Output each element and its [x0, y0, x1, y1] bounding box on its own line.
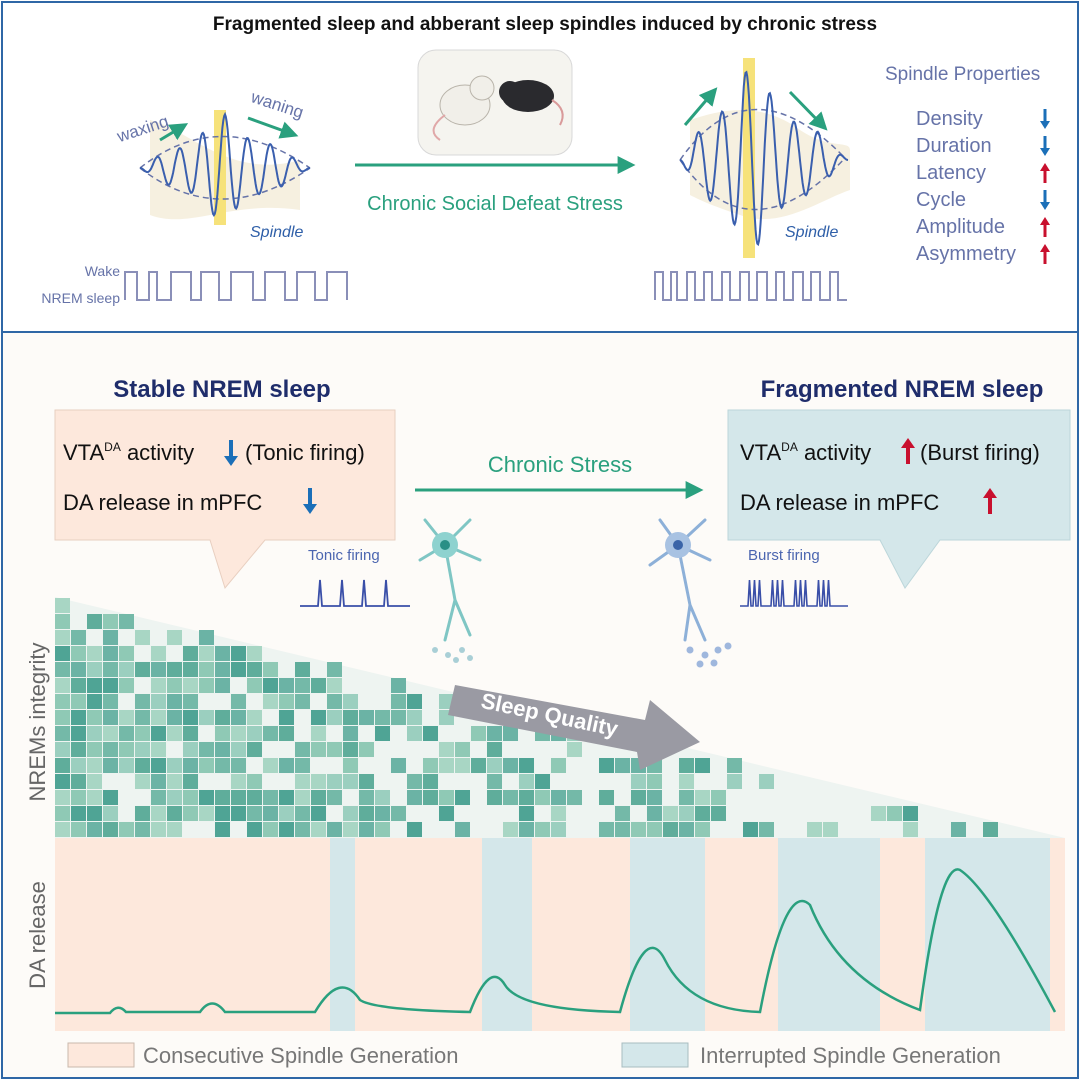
- tonic-firing-label: Tonic firing: [308, 547, 380, 564]
- black-mouse-tail: [551, 99, 564, 126]
- chronic-stress-label: Chronic Stress: [488, 452, 632, 477]
- black-mouse-head: [499, 81, 521, 103]
- stable-title: Stable NREM sleep: [113, 376, 330, 403]
- spindle-upper-envelope: [139, 135, 311, 169]
- legend-interrupted-swatch: [621, 1042, 689, 1068]
- stable-activity-down-arrow: [224, 440, 238, 466]
- frag-activity: activity: [798, 440, 871, 465]
- spindle-wave-right: [679, 70, 849, 247]
- hypnogram-fragmented: [654, 271, 847, 301]
- properties-title: Spindle Properties: [885, 64, 1040, 85]
- spindle-lower-envelope: [139, 167, 311, 200]
- stable-vta-sup: DA: [104, 440, 121, 454]
- csds-label: Chronic Social Defeat Stress: [367, 193, 623, 215]
- frag-vta-sup: DA: [781, 440, 798, 454]
- spindle-highlight-bar-right: [743, 58, 755, 258]
- stable-callout: [54, 409, 396, 590]
- waning-arrow-right: [788, 90, 828, 131]
- stable-vta: VTA: [63, 440, 104, 465]
- frag-line1: VTADA activity: [740, 440, 871, 465]
- spindle-label-right: Spindle: [785, 224, 838, 241]
- spindle-wave: [139, 111, 311, 218]
- legend-consecutive-label: Consecutive Spindle Generation: [143, 1043, 459, 1068]
- burst-firing-trace: [740, 579, 848, 607]
- stable-line2: DA release in mPFC: [63, 490, 262, 515]
- burst-firing-label: Burst firing: [748, 547, 820, 564]
- da-axis-label: DA release: [25, 881, 50, 989]
- frag-burst: (Burst firing): [920, 440, 1040, 465]
- wake-label: Wake: [85, 263, 120, 279]
- property-asymmetry-up-arrow: [1040, 244, 1050, 264]
- nrems-axis-label: NREMs integrity: [25, 643, 50, 802]
- property-duration-down-arrow: [1040, 136, 1050, 156]
- da-release-curve: [55, 868, 1057, 1015]
- properties-list: Density Duration Latency Cycle Amplitude Asym…: [916, 108, 1050, 265]
- neuron-tonic: [418, 518, 482, 663]
- tonic-firing-trace: [300, 579, 410, 607]
- frag-line2: DA release in mPFC: [740, 490, 939, 515]
- stable-da-down-arrow: [303, 488, 317, 514]
- hypnogram-normal: [124, 271, 348, 301]
- mice-illustration: [417, 49, 573, 156]
- property-cycle: Cycle: [916, 189, 966, 211]
- frag-vta: VTA: [740, 440, 781, 465]
- da-release-bands: [55, 838, 1065, 1031]
- stable-activity: activity: [121, 440, 194, 465]
- spindle-upper-envelope-right: [679, 108, 846, 161]
- legend-interrupted-label: Interrupted Spindle Generation: [700, 1043, 1001, 1068]
- nrem-label: NREM sleep: [41, 290, 120, 306]
- fragmented-title: Fragmented NREM sleep: [761, 376, 1044, 403]
- legend-consecutive-swatch: [67, 1042, 135, 1068]
- property-latency-up-arrow: [1040, 163, 1050, 183]
- property-duration: Duration: [916, 135, 992, 157]
- property-density-down-arrow: [1040, 109, 1050, 129]
- waning-arrow: [247, 116, 299, 139]
- spindle-label-left: Spindle: [250, 224, 303, 241]
- mice-box: [417, 49, 573, 156]
- aberrant-spindle: Spindle: [679, 58, 850, 258]
- property-asymmetry: Asymmetry: [916, 243, 1016, 265]
- fragmented-callout: [727, 409, 1071, 589]
- property-amplitude: Amplitude: [916, 216, 1005, 238]
- waxing-arrow: [159, 123, 189, 142]
- spindle-lower-envelope-right: [679, 157, 846, 211]
- stable-tonic: (Tonic firing): [245, 440, 365, 465]
- frag-da-up-arrow: [983, 488, 997, 514]
- white-mouse-head: [469, 75, 495, 101]
- waxing-arrow-right: [683, 87, 718, 126]
- top-title: Fragmented sleep and abberant sleep spin…: [213, 14, 877, 35]
- property-latency: Latency: [916, 162, 986, 184]
- white-mouse-tail: [432, 114, 446, 141]
- frag-activity-up-arrow: [901, 438, 915, 464]
- neuron-burst: [648, 518, 732, 668]
- property-density: Density: [916, 108, 983, 130]
- stable-line1: VTADA activity: [63, 440, 194, 465]
- property-cycle-down-arrow: [1040, 190, 1050, 210]
- property-amplitude-up-arrow: [1040, 217, 1050, 237]
